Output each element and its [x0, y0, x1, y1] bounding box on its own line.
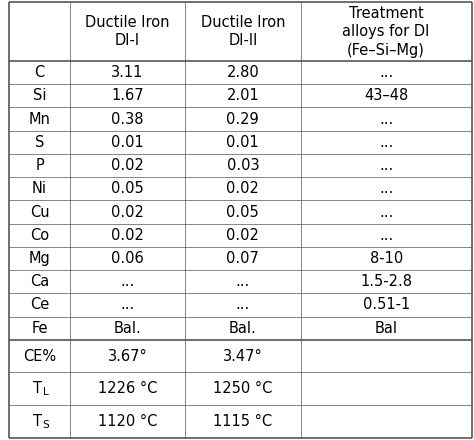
Text: T: T	[33, 381, 42, 396]
Text: ...: ...	[120, 297, 135, 312]
Text: 1115 °C: 1115 °C	[213, 414, 273, 429]
Text: ...: ...	[379, 135, 393, 150]
Text: ...: ...	[236, 274, 250, 289]
Text: CE%: CE%	[23, 348, 56, 363]
Text: Bal.: Bal.	[229, 321, 257, 336]
Text: 43–48: 43–48	[364, 88, 408, 103]
Text: L: L	[43, 387, 48, 397]
Text: Ce: Ce	[30, 297, 49, 312]
Text: ...: ...	[379, 65, 393, 80]
Text: 1250 °C: 1250 °C	[213, 381, 273, 396]
Text: 3.47°: 3.47°	[223, 348, 263, 363]
Text: 8-10: 8-10	[370, 251, 403, 266]
Text: Ductile Iron
DI-II: Ductile Iron DI-II	[201, 15, 285, 48]
Text: ...: ...	[120, 274, 135, 289]
Text: 1.5-2.8: 1.5-2.8	[360, 274, 412, 289]
Text: 0.29: 0.29	[227, 112, 259, 127]
Text: Ca: Ca	[30, 274, 49, 289]
Text: ...: ...	[379, 205, 393, 220]
Text: 0.03: 0.03	[227, 158, 259, 173]
Text: 3.67°: 3.67°	[108, 348, 147, 363]
Text: Si: Si	[33, 88, 46, 103]
Text: ...: ...	[379, 112, 393, 127]
Text: Ductile Iron
DI-I: Ductile Iron DI-I	[85, 15, 170, 48]
Text: 0.02: 0.02	[111, 205, 144, 220]
Text: 1.67: 1.67	[111, 88, 144, 103]
Text: Treatment
alloys for DI
(Fe–Si–Mg): Treatment alloys for DI (Fe–Si–Mg)	[342, 6, 430, 58]
Text: 2.80: 2.80	[227, 65, 259, 80]
Text: 1120 °C: 1120 °C	[98, 414, 157, 429]
Text: 0.01: 0.01	[227, 135, 259, 150]
Text: 0.05: 0.05	[111, 181, 144, 196]
Text: Cu: Cu	[30, 205, 49, 220]
Text: 1226 °C: 1226 °C	[98, 381, 157, 396]
Text: Co: Co	[30, 228, 49, 243]
Text: 0.38: 0.38	[111, 112, 144, 127]
Text: ...: ...	[379, 181, 393, 196]
Text: 0.05: 0.05	[227, 205, 259, 220]
Text: 2.01: 2.01	[227, 88, 259, 103]
Text: 0.51-1: 0.51-1	[363, 297, 410, 312]
Text: Ni: Ni	[32, 181, 47, 196]
Text: 0.01: 0.01	[111, 135, 144, 150]
Text: 0.02: 0.02	[227, 228, 259, 243]
Text: 0.02: 0.02	[111, 228, 144, 243]
Text: ...: ...	[236, 297, 250, 312]
Text: Mn: Mn	[28, 112, 50, 127]
Text: S: S	[35, 135, 44, 150]
Text: 3.11: 3.11	[111, 65, 144, 80]
Text: ...: ...	[379, 158, 393, 173]
Text: Bal: Bal	[374, 321, 398, 336]
Text: T: T	[33, 414, 42, 429]
Text: 0.02: 0.02	[227, 181, 259, 196]
Text: 0.06: 0.06	[111, 251, 144, 266]
Text: C: C	[35, 65, 45, 80]
Text: 0.07: 0.07	[227, 251, 259, 266]
Text: Mg: Mg	[28, 251, 50, 266]
Text: ...: ...	[379, 228, 393, 243]
Text: Bal.: Bal.	[113, 321, 141, 336]
Text: Fe: Fe	[31, 321, 48, 336]
Text: 0.02: 0.02	[111, 158, 144, 173]
Text: S: S	[42, 420, 49, 430]
Text: P: P	[35, 158, 44, 173]
